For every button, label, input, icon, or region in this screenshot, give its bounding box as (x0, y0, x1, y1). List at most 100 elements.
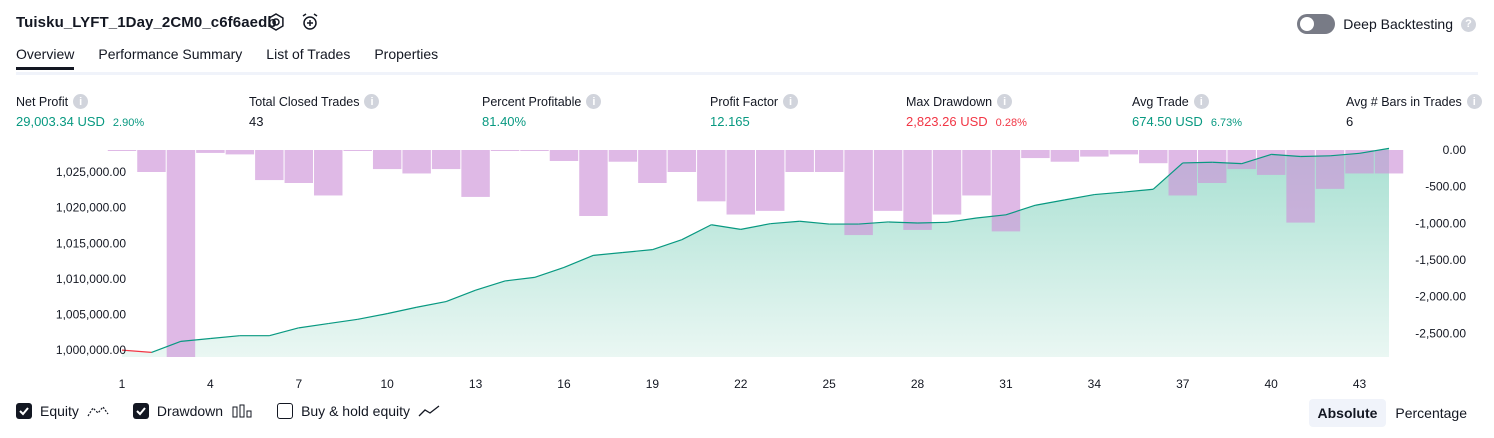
x-axis-tick: 40 (1264, 377, 1278, 391)
deep-backtesting-toggle[interactable] (1297, 14, 1336, 34)
legend-label: Drawdown (156, 403, 224, 419)
drawdown-bar (1021, 150, 1050, 159)
help-icon[interactable]: ? (1461, 16, 1476, 32)
drawdown-bar (1227, 150, 1256, 170)
checkbox-checked-icon[interactable] (132, 403, 149, 419)
drawdown-bar (343, 150, 372, 151)
drawdown-bar (284, 150, 314, 183)
gear-icon[interactable] (266, 12, 286, 32)
equity-line-segment (593, 251, 623, 256)
equity-area (122, 148, 1389, 357)
x-axis-tick: 37 (1176, 377, 1190, 391)
checkbox-checked-icon[interactable] (16, 403, 32, 419)
drawdown-bar (608, 150, 638, 162)
percentage-button[interactable]: Percentage (1395, 405, 1467, 421)
deep-backtesting-control: Deep Backtesting ? (1297, 14, 1476, 34)
x-axis-tick: 25 (822, 377, 836, 391)
drawdown-bar (549, 150, 579, 161)
metric-label: Total Closed Trades (249, 94, 360, 109)
drawdown-bar (903, 150, 932, 230)
info-icon[interactable]: i (1193, 94, 1209, 109)
drawdown-bar (667, 150, 697, 172)
right-axis-tick: -500.00 (1425, 180, 1466, 194)
equity-line-segment (121, 349, 152, 353)
x-axis-tick: 13 (469, 377, 483, 391)
metric-value: 43 (249, 114, 264, 129)
info-icon[interactable]: i (586, 94, 602, 109)
right-axis-tick: 0.00 (1443, 143, 1467, 157)
info-icon[interactable]: i (364, 94, 380, 109)
equity-line-segment (357, 313, 388, 320)
absolute-button[interactable]: Absolute (1308, 399, 1387, 427)
equity-line-segment (1359, 147, 1390, 154)
equity-line-segment (1241, 153, 1272, 165)
drawdown-bar (756, 150, 785, 211)
legend-equity[interactable]: Equity (16, 403, 109, 419)
legend-buy-hold[interactable]: Buy & hold equity (277, 403, 440, 419)
equity-line-segment (180, 337, 211, 342)
info-icon[interactable]: i (73, 94, 89, 109)
metric-percent: 6.73% (1210, 117, 1243, 129)
drawdown-bar (1197, 150, 1227, 183)
info-icon[interactable]: i (783, 94, 799, 109)
left-axis-tick: 1,020,000.00 (56, 201, 126, 215)
tab-overview[interactable]: Overview (16, 46, 75, 70)
metric-percent-profitable: Percent Profitable i 81.40% (482, 94, 602, 129)
checkbox-unchecked-icon[interactable] (277, 403, 294, 419)
buy-hold-line-icon (418, 405, 440, 417)
metric-label: Max Drawdown (906, 94, 993, 109)
metric-total-closed-trades: Total Closed Trades i 43 (249, 94, 380, 129)
right-axis-tick: -2,500.00 (1415, 326, 1466, 340)
drawdown-bar (1109, 150, 1139, 155)
equity-line-segment (976, 214, 1007, 219)
equity-line-segment (504, 276, 535, 282)
drawdown-bar (844, 150, 873, 236)
tab-performance-summary[interactable]: Performance Summary (98, 46, 243, 62)
drawdown-bar (1080, 150, 1109, 157)
drawdown-bar (1256, 150, 1286, 175)
metric-net-profit: Net Profit i 29,003.34 USD 2.90% (16, 94, 144, 129)
equity-line-segment (534, 266, 565, 278)
tab-list-of-trades[interactable]: List of Trades (266, 46, 351, 62)
equity-line-segment (475, 280, 506, 291)
drawdown-bar (1168, 150, 1197, 196)
equity-line-segment (445, 289, 476, 303)
drawdown-bar (814, 150, 844, 172)
tab-bar: Overview Performance Summary List of Tra… (16, 46, 462, 70)
metric-value: 674.50 USD (1132, 114, 1203, 129)
add-alert-icon[interactable] (300, 12, 320, 32)
right-axis-tick: -1,500.00 (1415, 253, 1466, 267)
right-axis-tick: -1,000.00 (1415, 216, 1466, 230)
drawdown-bar (785, 150, 814, 172)
deep-backtesting-label: Deep Backtesting (1343, 16, 1453, 32)
drawdown-bar (520, 150, 549, 151)
legend-label: Equity (40, 403, 79, 419)
drawdown-bar (431, 150, 461, 170)
equity-line-segment (888, 221, 918, 224)
drawdown-bar (225, 150, 255, 155)
equity-line-segment (681, 224, 712, 241)
chart-legend: Equity Drawdown Buy & hold equity (16, 403, 464, 419)
drawdown-bar (372, 150, 402, 170)
equity-line-segment (210, 335, 240, 340)
equity-line-segment (652, 239, 683, 251)
x-axis-tick: 16 (557, 377, 571, 391)
drawdown-bar (402, 150, 431, 174)
legend-drawdown[interactable]: Drawdown (132, 403, 253, 419)
metric-value: 29,003.34 USD (16, 114, 105, 129)
drawdown-bar (1286, 150, 1315, 223)
info-icon[interactable]: i (997, 94, 1013, 109)
drawdown-bar (490, 150, 520, 151)
drawdown-bar (1345, 150, 1374, 174)
drawdown-bar (726, 150, 755, 215)
equity-drawdown-chart[interactable]: 1,000,000.00 1,005,000.00 1,010,000.00 1,01… (0, 140, 1494, 398)
tab-properties[interactable]: Properties (374, 46, 439, 62)
equity-line-segment (269, 327, 299, 337)
info-icon[interactable]: i (1466, 94, 1482, 109)
legend-label: Buy & hold equity (301, 403, 411, 419)
equity-line-segment (328, 318, 358, 325)
equity-line-segment (711, 224, 741, 230)
metric-label: Profit Factor (710, 94, 779, 109)
left-axis-tick: 1,010,000.00 (56, 272, 126, 286)
equity-line-segment (622, 249, 653, 254)
